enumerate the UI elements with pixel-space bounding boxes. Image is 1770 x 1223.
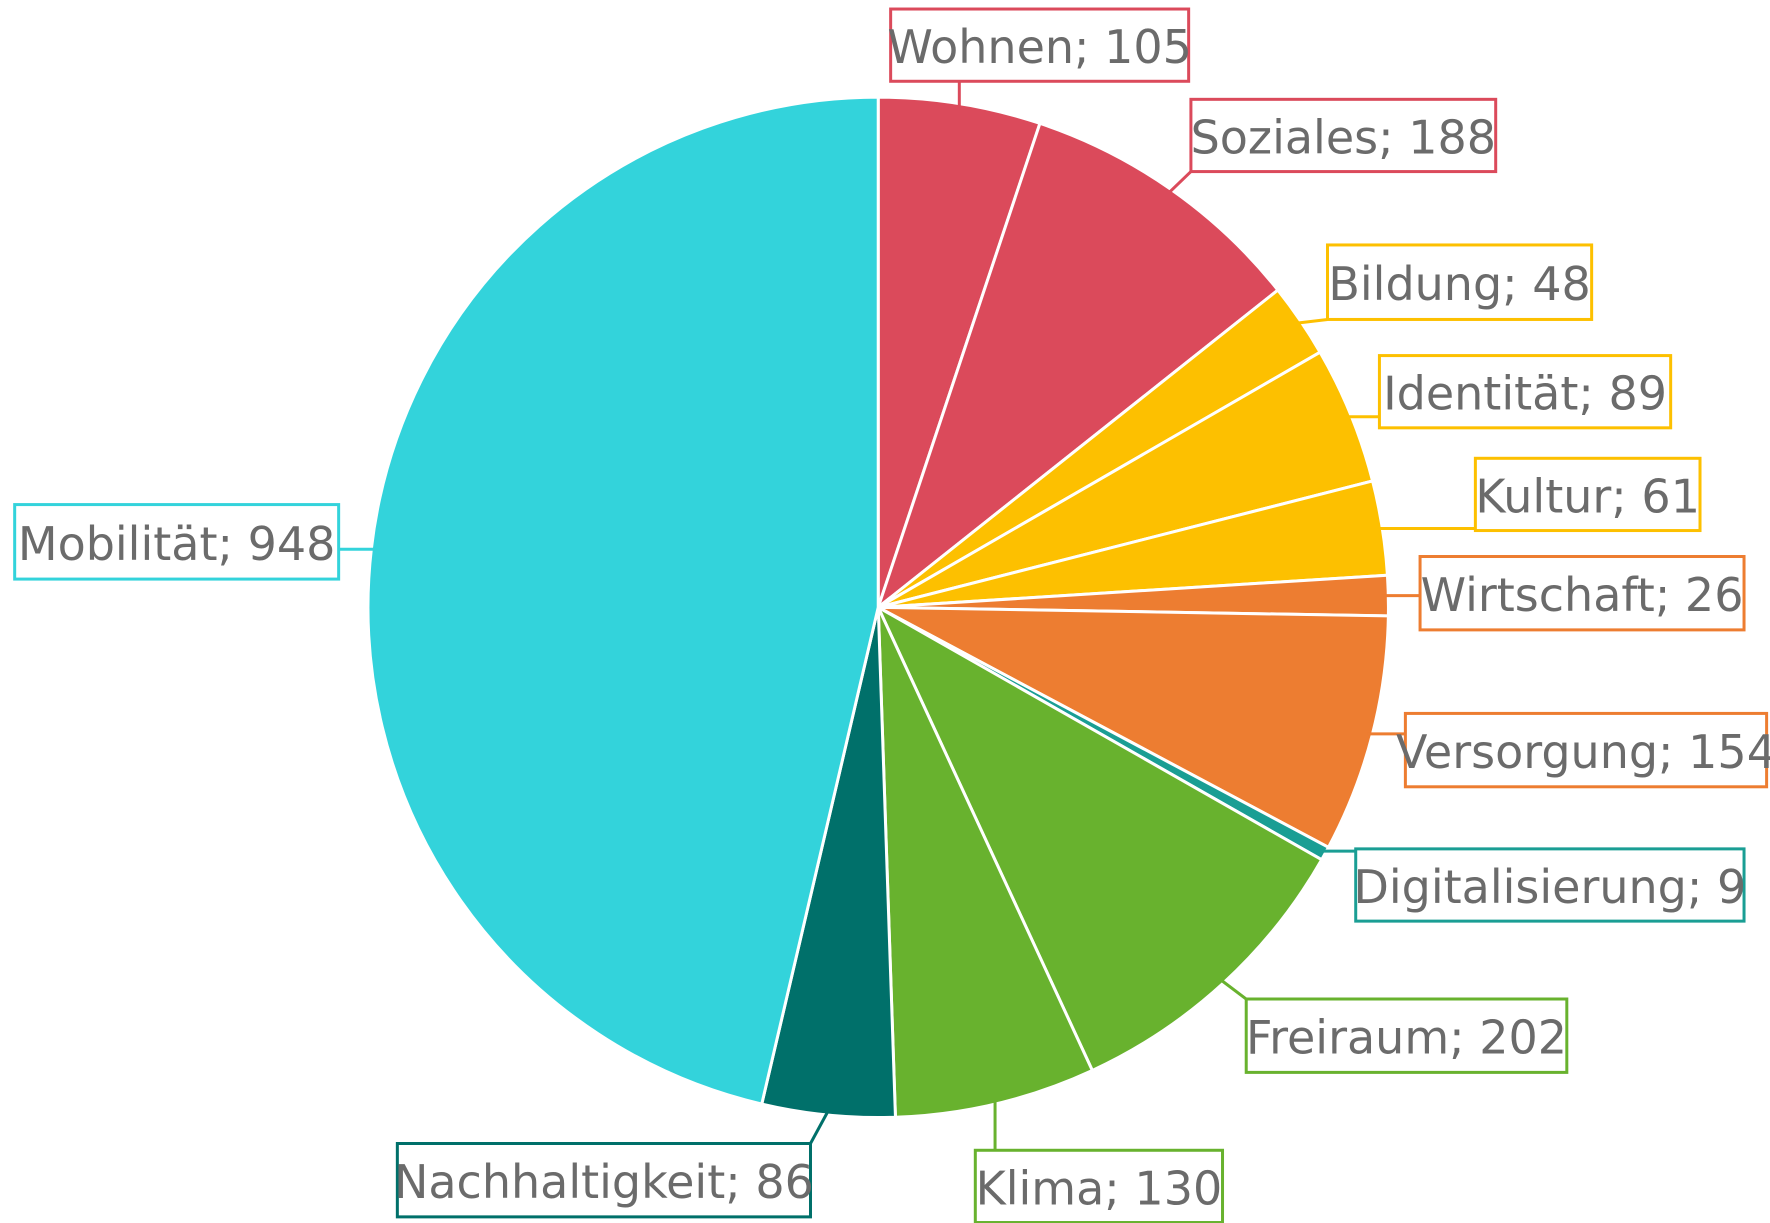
label-box — [13, 503, 341, 581]
label-box — [1403, 711, 1769, 789]
data-label: Freiraum; 202 — [1246, 1011, 1567, 1065]
data-label: Mobilität; 948 — [18, 517, 336, 571]
data-label: Bildung; 48 — [1328, 257, 1590, 311]
leader-line — [1295, 317, 1328, 325]
label-box — [1354, 847, 1746, 923]
label-box — [1473, 456, 1702, 533]
data-label: Wirtschaft; 26 — [1421, 568, 1744, 622]
data-label: Wohnen; 105 — [887, 20, 1192, 74]
data-label: Soziales; 188 — [1191, 110, 1496, 164]
leader-line — [1219, 978, 1248, 1001]
data-label: Kultur; 61 — [1475, 469, 1700, 523]
label-box — [1244, 997, 1569, 1074]
data-label: Versorgung; 154 — [1396, 725, 1770, 779]
data-label: Identität; 89 — [1383, 367, 1667, 421]
label-box — [395, 1142, 812, 1219]
data-label: Klima; 130 — [976, 1161, 1223, 1215]
label-box — [1189, 97, 1498, 174]
label-box — [1418, 555, 1746, 632]
label-box — [889, 7, 1191, 83]
data-label: Nachhaltigkeit; 86 — [394, 1155, 814, 1209]
label-box — [973, 1148, 1225, 1223]
leader-line — [809, 1109, 830, 1145]
leader-line — [1167, 170, 1192, 195]
label-box — [1377, 354, 1673, 430]
label-box — [1326, 243, 1594, 321]
data-label: Digitalisierung; 9 — [1353, 860, 1746, 914]
